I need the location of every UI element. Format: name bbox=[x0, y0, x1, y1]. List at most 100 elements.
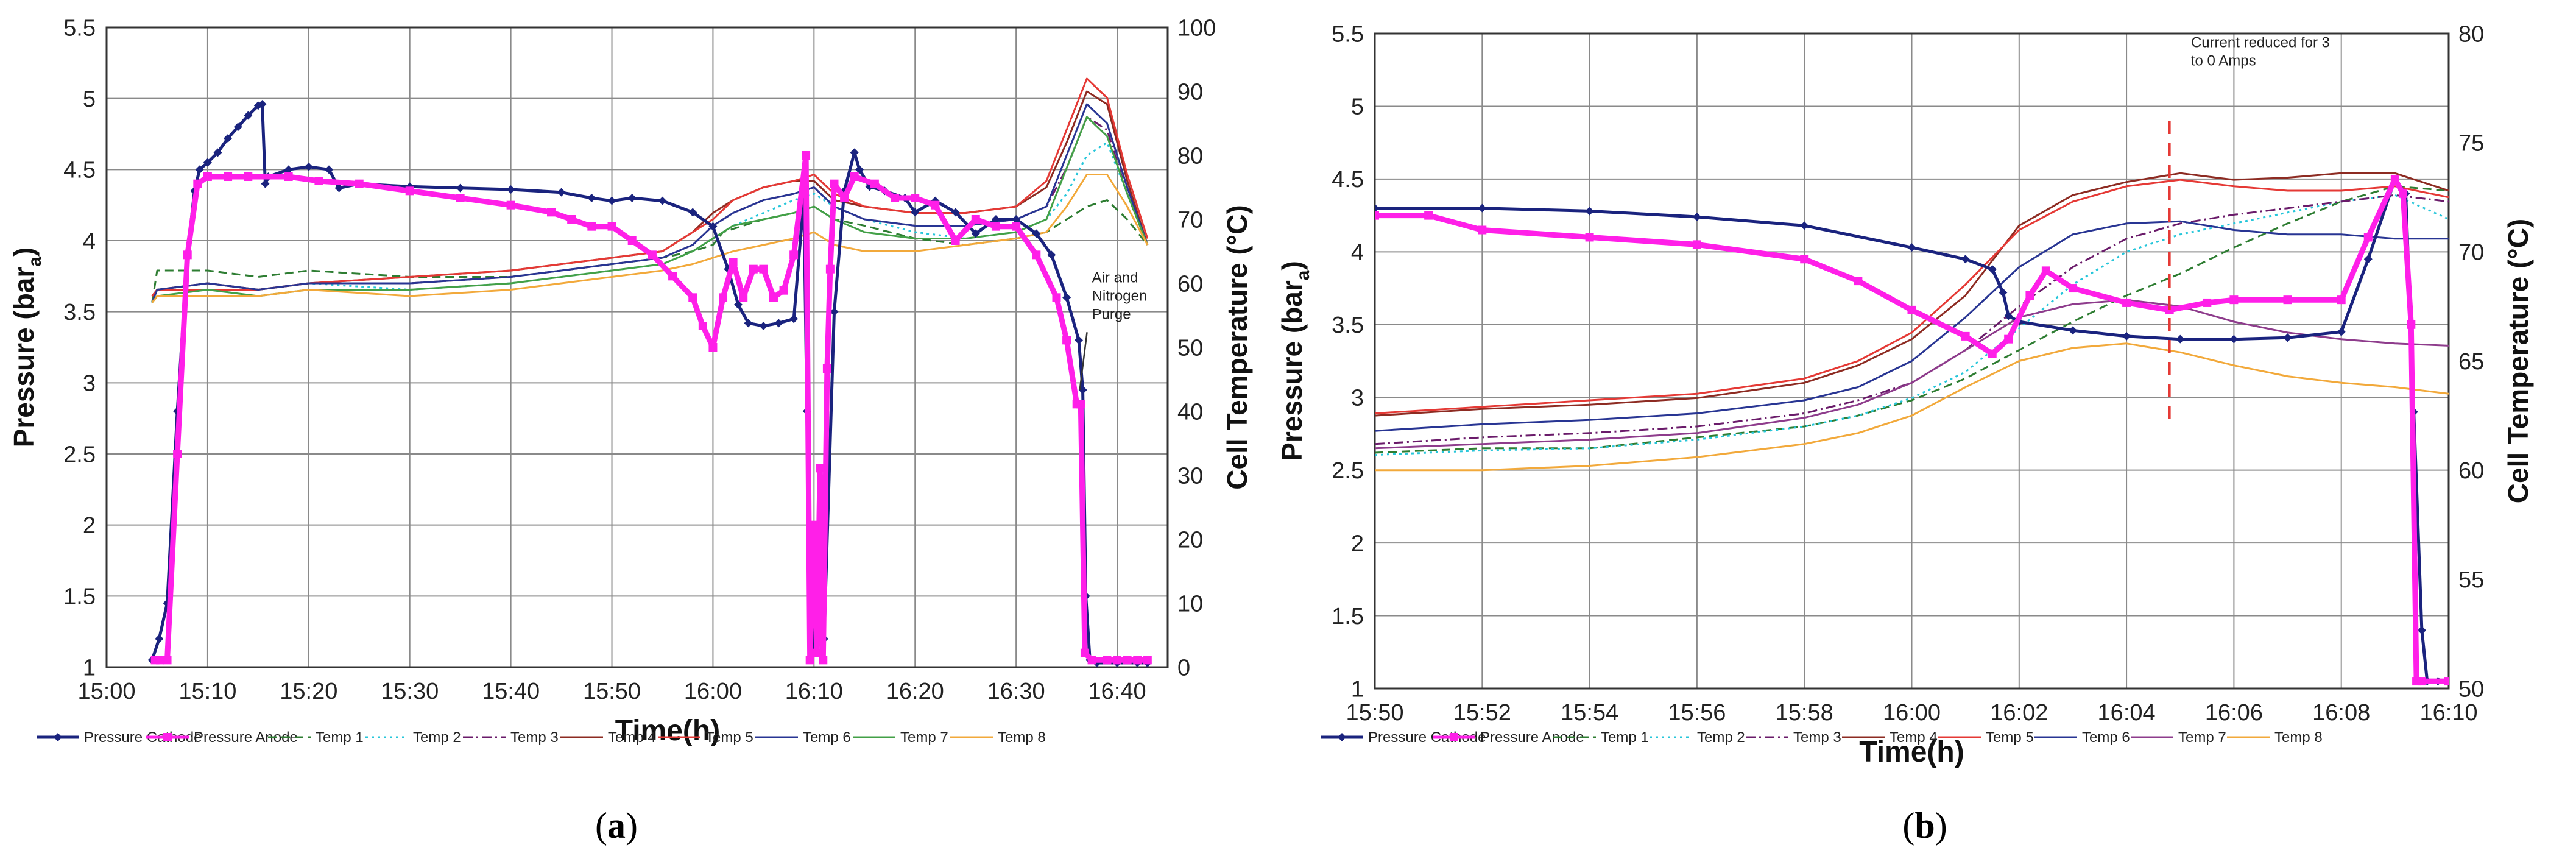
data-point-pressure-cathode bbox=[557, 188, 566, 197]
data-point-pressure-anode bbox=[173, 450, 182, 458]
data-point-pressure-anode bbox=[805, 656, 814, 665]
y-tick-label: 4.5 bbox=[63, 158, 96, 183]
data-point-pressure-anode bbox=[1375, 211, 1379, 220]
y2-tick-label: 30 bbox=[1177, 463, 1203, 489]
data-point-pressure-cathode bbox=[850, 148, 859, 157]
data-point-pressure-cathode bbox=[261, 179, 270, 188]
x-tick-label: 15:54 bbox=[1561, 700, 1618, 726]
series-line-temp-4 bbox=[1375, 172, 2449, 417]
data-point-pressure-anode bbox=[891, 194, 900, 202]
data-point-pressure-cathode bbox=[2176, 334, 2185, 344]
x-tick-label: 15:56 bbox=[1668, 700, 1726, 726]
data-point-pressure-anode bbox=[749, 264, 758, 274]
annotation-arrow bbox=[1079, 332, 1088, 391]
data-point-pressure-anode bbox=[587, 222, 596, 231]
series-line-temp-5 bbox=[151, 77, 1149, 297]
data-point-pressure-anode bbox=[155, 656, 164, 665]
data-point-pressure-anode bbox=[1800, 255, 1809, 264]
x-tick-label: 15:50 bbox=[583, 679, 641, 704]
data-point-pressure-anode bbox=[1692, 240, 1701, 249]
x-tick-label: 15:40 bbox=[482, 679, 540, 704]
x-tick-label: 16:00 bbox=[1883, 700, 1941, 726]
legend-label: Temp 7 bbox=[2178, 729, 2226, 746]
series-line-temp-1 bbox=[1375, 185, 2449, 454]
data-point-pressure-cathode bbox=[774, 319, 783, 328]
data-point-pressure-anode bbox=[668, 272, 677, 281]
x-axis-label: Time(h) bbox=[1859, 736, 1964, 768]
legend-label: Temp 1 bbox=[1601, 729, 1649, 746]
series-line-temp-8 bbox=[1375, 342, 2449, 472]
x-tick-label: 15:30 bbox=[381, 679, 439, 704]
data-point-pressure-anode bbox=[719, 293, 728, 302]
legend-item-temp-4: Temp 4 bbox=[1842, 729, 1938, 746]
data-point-pressure-cathode bbox=[244, 111, 253, 120]
legend-label: Temp 1 bbox=[316, 729, 364, 746]
data-point-pressure-anode bbox=[830, 179, 839, 188]
data-point-pressure-anode bbox=[813, 648, 822, 657]
y2-tick-label: 40 bbox=[1177, 399, 1203, 425]
data-point-pressure-anode bbox=[2068, 284, 2077, 293]
legend-label: Pressure Anode bbox=[194, 729, 298, 746]
x-tick-label: 16:08 bbox=[2312, 700, 2370, 726]
data-point-pressure-anode bbox=[506, 200, 515, 210]
data-point-pressure-anode bbox=[2165, 305, 2174, 314]
data-point-pressure-anode bbox=[816, 464, 825, 473]
data-point-pressure-cathode bbox=[1692, 213, 1701, 221]
data-point-pressure-anode bbox=[802, 151, 811, 160]
data-point-pressure-anode bbox=[2407, 320, 2416, 329]
data-point-pressure-anode bbox=[163, 656, 172, 665]
data-point-pressure-cathode bbox=[744, 319, 753, 328]
series-pressure-anode bbox=[1375, 174, 2449, 686]
y2-tick-label: 20 bbox=[1177, 527, 1203, 553]
data-point-pressure-anode bbox=[2041, 266, 2050, 275]
data-point-pressure-cathode bbox=[213, 148, 222, 157]
data-point-pressure-anode bbox=[1032, 250, 1041, 260]
legend-label: Temp 4 bbox=[1890, 729, 1938, 746]
y-tick-label: 5 bbox=[83, 87, 96, 112]
y-axis-label-subscript: a bbox=[1293, 270, 1313, 280]
data-point-pressure-cathode bbox=[2229, 334, 2239, 344]
series-line-temp-6 bbox=[151, 103, 1149, 303]
data-point-pressure-anode bbox=[1123, 656, 1132, 665]
series-temp-8 bbox=[1375, 342, 2449, 472]
data-point-pressure-anode bbox=[183, 250, 192, 260]
data-point-pressure-anode bbox=[825, 264, 835, 274]
x-tick-label: 16:40 bbox=[1089, 679, 1146, 704]
y-axis-label-main: Pressure (bar bbox=[8, 267, 40, 448]
data-point-pressure-cathode bbox=[733, 300, 743, 309]
data-point-pressure-anode bbox=[822, 364, 831, 373]
annotation-text: Current reduced for 3 to 0 Amps bbox=[2191, 35, 2330, 69]
data-point-pressure-anode bbox=[991, 222, 1000, 231]
data-point-pressure-cathode bbox=[2283, 333, 2292, 342]
series-line-temp-5 bbox=[1375, 179, 2449, 414]
legend-label: Temp 8 bbox=[998, 729, 1046, 746]
series-pressure-anode bbox=[150, 151, 1152, 665]
y-axis-label-subscript: a bbox=[25, 257, 45, 267]
data-point-pressure-anode bbox=[2399, 189, 2408, 198]
y2-tick-label: 0 bbox=[1177, 655, 1190, 681]
data-point-pressure-cathode bbox=[830, 307, 839, 316]
y-tick-label: 5.5 bbox=[63, 15, 96, 41]
x-tick-label: 16:06 bbox=[2205, 700, 2263, 726]
data-point-pressure-anode bbox=[769, 293, 778, 302]
legend-label: Temp 5 bbox=[705, 729, 753, 746]
data-point-pressure-cathode bbox=[506, 185, 515, 194]
series-temp-2 bbox=[1375, 194, 2449, 456]
data-point-pressure-cathode bbox=[334, 183, 344, 193]
plot-frame bbox=[1374, 32, 2450, 690]
series-temp-3 bbox=[1375, 194, 2449, 445]
data-point-pressure-anode bbox=[284, 172, 293, 181]
legend-item-temp-1: Temp 1 bbox=[268, 729, 364, 746]
data-point-pressure-cathode bbox=[1478, 203, 1487, 213]
data-point-pressure-anode bbox=[224, 172, 233, 181]
data-point-pressure-anode bbox=[405, 186, 414, 196]
data-point-pressure-anode bbox=[1062, 336, 1071, 345]
y-tick-label: 1.5 bbox=[1332, 604, 1364, 629]
panel-caption-a: (a) bbox=[595, 805, 638, 846]
data-point-pressure-cathode bbox=[1012, 215, 1021, 224]
data-point-pressure-anode bbox=[2363, 233, 2373, 242]
annotation-line: Nitrogen bbox=[1092, 288, 1148, 304]
data-point-pressure-cathode bbox=[991, 215, 1000, 224]
data-point-pressure-anode bbox=[627, 236, 637, 245]
